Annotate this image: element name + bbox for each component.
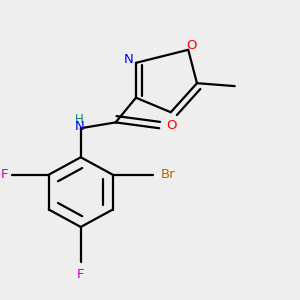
Text: O: O <box>167 119 177 132</box>
Text: F: F <box>1 168 8 181</box>
Text: H: H <box>75 113 84 126</box>
Text: N: N <box>74 120 84 133</box>
Text: F: F <box>77 268 85 281</box>
Text: Br: Br <box>160 168 175 181</box>
Text: N: N <box>124 53 134 67</box>
Text: O: O <box>186 39 196 52</box>
